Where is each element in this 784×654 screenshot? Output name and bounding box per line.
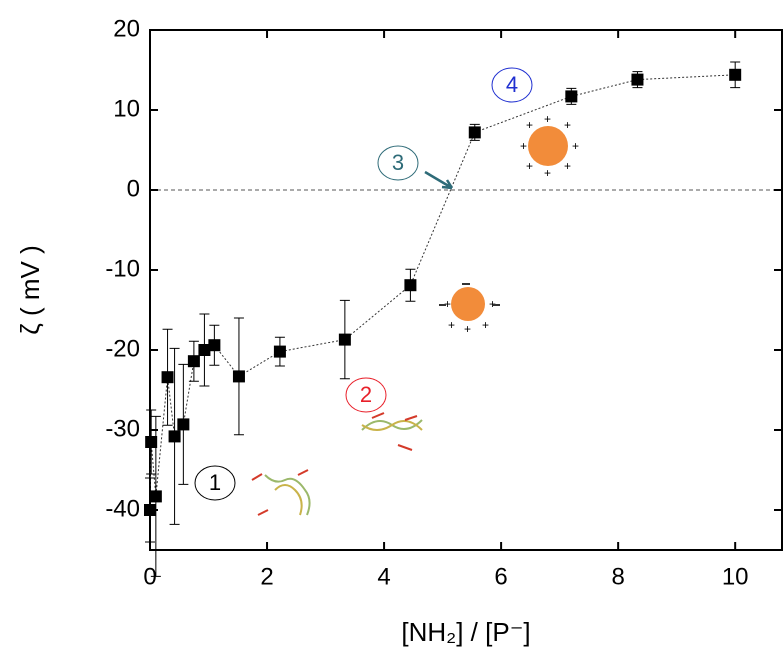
annotation-circle	[491, 67, 533, 103]
svg-text:+: +	[526, 159, 533, 173]
x-tick-label: 10	[722, 563, 749, 590]
marker	[198, 344, 211, 356]
marker	[145, 436, 158, 448]
marker	[338, 333, 351, 346]
annotation-label: 4	[506, 72, 518, 97]
marker	[404, 279, 417, 292]
y-axis-label: ζ ( mV )	[15, 245, 45, 334]
marker	[631, 73, 644, 86]
svg-text:+: +	[464, 322, 471, 336]
svg-text:+: +	[544, 112, 551, 126]
annotation-arrow	[424, 170, 454, 190]
x-tick-label: 4	[377, 563, 390, 590]
x-tick-label: 0	[143, 563, 156, 590]
annotation-label: 2	[360, 382, 372, 407]
marker	[177, 418, 190, 431]
marker	[187, 355, 200, 368]
marker	[208, 339, 221, 352]
annotation-circle	[377, 145, 419, 181]
marker	[273, 345, 286, 358]
y-tick-label: 0	[127, 175, 140, 202]
x-tick-label: 6	[494, 563, 507, 590]
x-axis-label: [NH₂] / [P⁻]	[401, 617, 530, 647]
svg-text:+: +	[526, 118, 533, 132]
svg-text:+: +	[520, 139, 527, 153]
y-tick-label: 10	[113, 95, 140, 122]
x-tick-label: 2	[260, 563, 273, 590]
y-tick-label: 20	[113, 15, 140, 42]
illustrations: + +++ + ++ + + ++ + +	[251, 112, 579, 516]
marker	[565, 90, 578, 103]
svg-text:+: +	[544, 166, 551, 180]
y-tick-label: -30	[105, 415, 140, 442]
svg-text:+: +	[564, 118, 571, 132]
connecting-line	[149, 74, 736, 511]
svg-text:+: +	[564, 159, 571, 173]
x-tick-label: 8	[611, 563, 624, 590]
marker	[729, 68, 742, 81]
y-tick-label: -40	[105, 495, 140, 522]
svg-text:+: +	[572, 139, 579, 153]
marker	[149, 490, 162, 503]
annotation-label: 3	[392, 150, 404, 175]
plot-frame	[149, 29, 783, 551]
y-tick-label: -20	[105, 335, 140, 362]
marker	[168, 430, 181, 443]
annotation-circle	[194, 465, 236, 501]
annotation-label: 1	[209, 470, 221, 495]
svg-text:+: +	[489, 297, 496, 311]
marker	[161, 371, 174, 384]
svg-text:+: +	[482, 318, 489, 332]
y-tick-label: -10	[105, 255, 140, 282]
marker	[468, 126, 481, 139]
svg-text:+: +	[444, 297, 451, 311]
svg-text:+: +	[448, 318, 455, 332]
marker	[144, 504, 156, 516]
marker	[232, 370, 245, 383]
annotation-circle	[345, 377, 387, 413]
